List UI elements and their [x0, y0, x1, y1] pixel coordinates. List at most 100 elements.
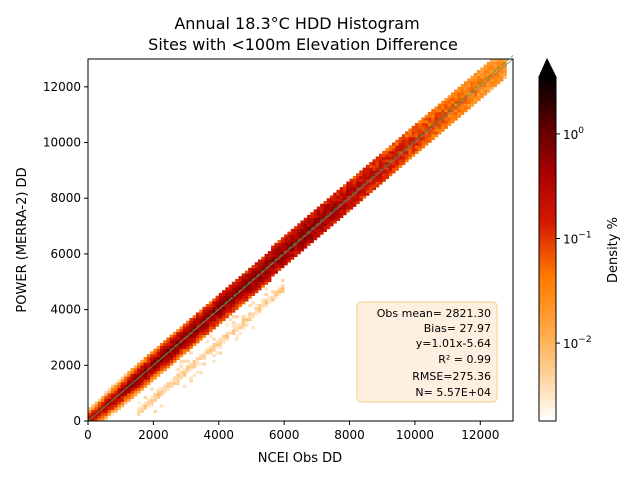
density-cell	[271, 253, 275, 257]
density-cell	[189, 337, 193, 341]
density-cell	[437, 103, 442, 107]
density-cell	[437, 131, 442, 135]
density-cell	[179, 376, 184, 380]
density-cell	[405, 159, 409, 163]
density-cell	[205, 351, 210, 355]
density-cell	[114, 390, 118, 394]
density-cell	[117, 387, 121, 391]
density-cell	[365, 192, 370, 196]
density-cell	[359, 173, 363, 177]
density-cell	[130, 393, 135, 397]
density-cell	[339, 201, 344, 205]
density-cell	[460, 89, 465, 93]
density-cell	[202, 326, 206, 330]
density-cell	[123, 398, 128, 402]
density-cell	[362, 175, 367, 180]
density-cell	[336, 192, 341, 196]
density-cell	[441, 109, 445, 113]
density-cell	[277, 292, 282, 296]
density-cell	[343, 212, 347, 216]
density-cell	[199, 315, 203, 319]
density-cell	[287, 231, 291, 235]
density-cell	[202, 334, 206, 338]
density-cell	[251, 312, 256, 316]
density-cell	[274, 267, 278, 271]
density-cell	[349, 178, 354, 182]
density-cell	[248, 312, 252, 316]
density-cell	[329, 217, 334, 221]
density-cell	[284, 253, 288, 257]
density-cell	[238, 292, 242, 296]
density-cell	[362, 178, 367, 182]
density-cell	[293, 245, 298, 249]
density-cell	[166, 354, 171, 358]
density-cell	[235, 284, 239, 288]
density-cell	[323, 203, 327, 207]
density-cell	[411, 145, 416, 149]
density-cell	[349, 198, 354, 202]
density-cell	[499, 75, 504, 79]
density-cell	[182, 331, 187, 335]
density-cell	[225, 334, 229, 338]
density-cell	[88, 412, 92, 416]
density-cell	[280, 245, 285, 249]
density-cell	[480, 86, 484, 90]
density-cell	[110, 390, 115, 394]
density-cell	[463, 81, 468, 85]
density-cell	[238, 301, 242, 305]
density-cell	[212, 354, 216, 358]
density-cell	[146, 379, 151, 383]
density-cell	[110, 384, 115, 388]
density-cell	[346, 203, 350, 207]
density-cell	[238, 298, 242, 302]
density-cell	[313, 217, 318, 221]
density-cell	[493, 59, 497, 63]
density-cell	[228, 301, 233, 305]
density-cell	[473, 78, 478, 82]
density-cell	[398, 142, 403, 146]
density-cell	[186, 320, 190, 324]
density-cell	[244, 270, 249, 274]
density-cell	[329, 198, 334, 202]
density-cell	[408, 131, 412, 135]
density-cell	[199, 356, 203, 361]
density-cell	[264, 273, 269, 277]
density-cell	[424, 136, 429, 141]
density-cell	[192, 373, 197, 377]
density-cell	[120, 401, 125, 405]
density-cell	[274, 251, 278, 255]
density-cell	[146, 365, 151, 369]
density-cell	[97, 418, 102, 422]
density-cell	[369, 184, 373, 188]
density-cell	[222, 309, 226, 313]
density-cell	[349, 201, 354, 205]
density-cell	[261, 284, 265, 288]
density-cell	[382, 178, 386, 182]
density-cell	[359, 192, 363, 196]
density-cell	[179, 326, 184, 330]
density-cell	[463, 89, 468, 93]
density-cell	[310, 237, 314, 241]
density-cell	[375, 181, 380, 185]
density-cell	[362, 187, 367, 191]
density-cell	[280, 248, 285, 252]
density-cell	[176, 345, 180, 349]
density-cell	[97, 412, 102, 416]
density-cell	[94, 404, 99, 408]
density-cell	[313, 220, 318, 224]
density-cell	[486, 81, 491, 85]
density-cell	[369, 187, 373, 191]
density-cell	[352, 198, 357, 202]
density-cell	[159, 345, 164, 349]
density-cell	[238, 284, 242, 288]
density-cell	[123, 373, 128, 377]
density-cell	[254, 306, 259, 310]
density-cell	[313, 209, 318, 213]
density-cell	[153, 373, 157, 377]
density-cell	[463, 86, 468, 90]
density-cell	[261, 298, 265, 302]
density-cell	[346, 187, 350, 191]
y-tick-label: 2000	[50, 358, 81, 372]
density-cell	[123, 395, 128, 400]
density-cell	[179, 373, 184, 377]
